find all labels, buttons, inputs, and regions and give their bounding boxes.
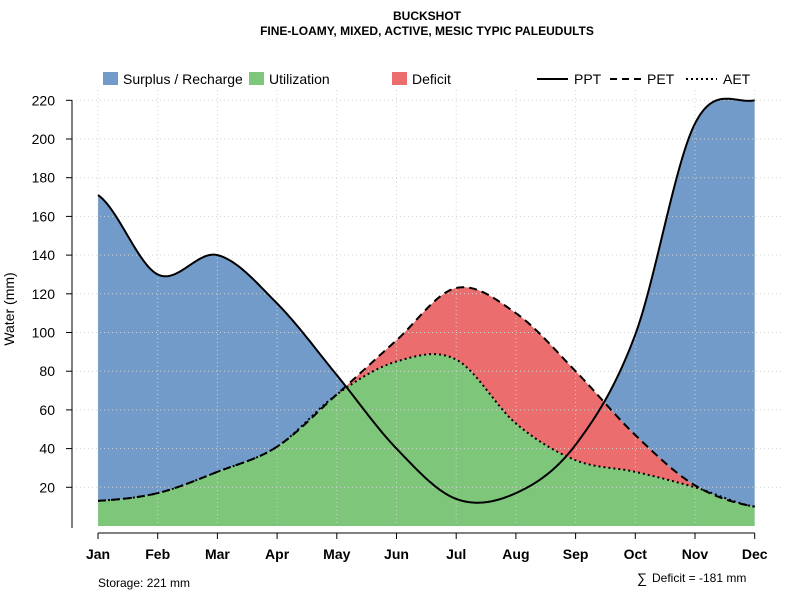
x-tick-label-jul: Jul (446, 546, 466, 562)
y-tick-label: 220 (32, 92, 56, 108)
legend-label-2: Deficit (412, 71, 451, 87)
y-tick-label: 120 (32, 286, 56, 302)
y-tick-label: 160 (32, 208, 56, 224)
surplus-recharge-area (98, 98, 755, 507)
x-tick-label-dec: Dec (742, 546, 768, 562)
legend-swatch-2 (392, 72, 407, 85)
y-tick-label: 40 (39, 441, 55, 457)
y-tick-label: 200 (32, 131, 56, 147)
utilization-area (98, 354, 755, 526)
x-tick-label-apr: Apr (265, 546, 290, 562)
series-line-pet (97, 286, 755, 508)
legend-swatch-1 (249, 72, 264, 85)
x-tick-label-sep: Sep (563, 546, 589, 562)
storage-annotation: Storage: 221 mm (98, 576, 190, 590)
x-tick-label-may: May (323, 546, 350, 562)
chart-title: BUCKSHOT (393, 9, 462, 23)
y-tick-label: 180 (32, 170, 56, 186)
y-tick-label: 140 (32, 247, 56, 263)
grid-lines (72, 90, 782, 526)
y-tick-label: 100 (32, 325, 56, 341)
series-lines (97, 97, 755, 508)
legend-label-1: Utilization (269, 71, 330, 87)
x-tick-label-mar: Mar (205, 546, 230, 562)
legend-label-0: Surplus / Recharge (123, 71, 243, 87)
legend-swatch-0 (103, 72, 118, 85)
legend-label-aet: AET (723, 71, 751, 87)
chart-subtitle: FINE-LOAMY, MIXED, ACTIVE, MESIC TYPIC P… (260, 24, 594, 38)
axes: 20 40 60 80 100 120 140 160 180 200 220 Jan Feb Mar Ap… (32, 92, 768, 562)
y-tick-label: 20 (39, 479, 55, 495)
x-tick-label-feb: Feb (145, 546, 170, 562)
area-fills (98, 98, 755, 526)
legend-label-pet: PET (647, 71, 675, 87)
x-tick-label-jun: Jun (384, 546, 409, 562)
legend: Surplus / Recharge Utilization Deficit PPT P… (103, 71, 751, 87)
x-tick-label-jan: Jan (86, 546, 110, 562)
x-tick-label-aug: Aug (502, 546, 529, 562)
series-line-ppt (97, 97, 755, 504)
legend-label-ppt: PPT (574, 71, 602, 87)
x-tick-label-oct: Oct (624, 546, 648, 562)
x-tick-label-nov: Nov (682, 546, 709, 562)
y-tick-label: 60 (39, 402, 55, 418)
deficit-sum-symbol: ∑ (637, 570, 647, 586)
deficit-annotation: Deficit = -181 mm (652, 571, 746, 585)
y-axis-label: Water (mm) (1, 272, 17, 345)
y-tick-label: 80 (39, 363, 55, 379)
deficit-area (98, 287, 755, 507)
